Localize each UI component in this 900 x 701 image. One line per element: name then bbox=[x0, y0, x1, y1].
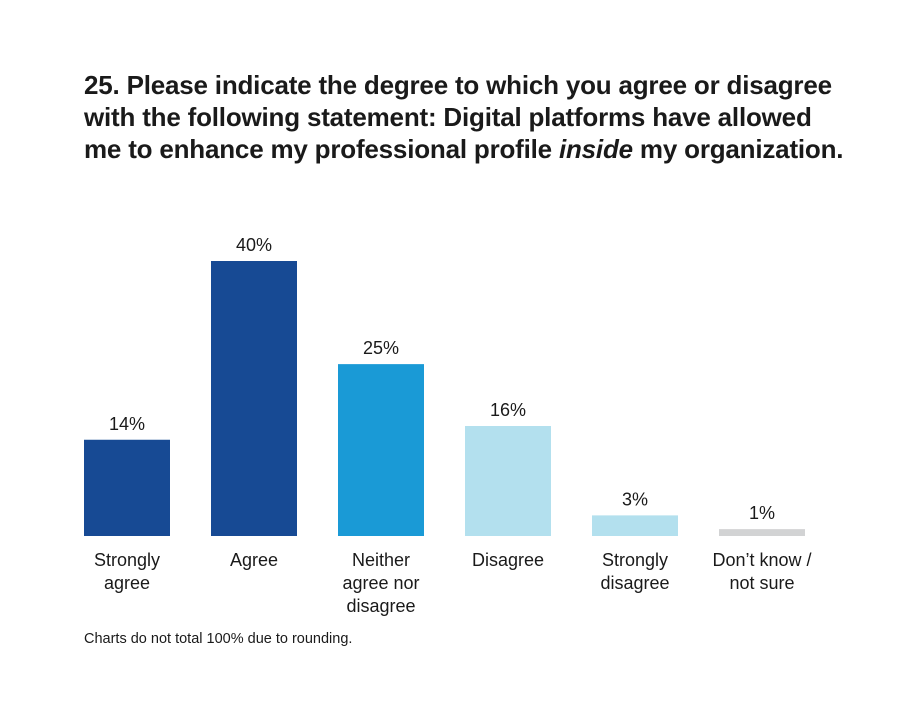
category-label-line: Neither bbox=[352, 550, 410, 570]
category-label-strongly-agree: Strongly agree bbox=[94, 550, 160, 593]
chart-title-text: 25. Please indicate the degree to which … bbox=[84, 70, 832, 164]
bar-neither-agree-nor-disagree bbox=[338, 364, 424, 536]
bar-disagree bbox=[465, 426, 551, 536]
bar-don-t-know-not-sure bbox=[719, 529, 805, 536]
value-label-disagree: 16% bbox=[490, 400, 526, 420]
value-label-strongly-disagree: 3% bbox=[622, 489, 648, 509]
bar-strongly-agree bbox=[84, 439, 170, 536]
category-label-line: not sure bbox=[729, 573, 794, 593]
category-label-neither-agree-nor-disagree: Neither agree nor disagree bbox=[342, 550, 419, 616]
category-label-line: Strongly bbox=[94, 550, 160, 570]
category-label-line: Disagree bbox=[472, 550, 544, 570]
category-label-disagree: Disagree bbox=[472, 550, 544, 570]
category-label-line: disagree bbox=[346, 596, 415, 616]
category-label-line: Don’t know / bbox=[712, 550, 811, 570]
category-label-line: Strongly bbox=[602, 550, 668, 570]
bar-agree bbox=[211, 261, 297, 536]
bar-strongly-disagree bbox=[592, 515, 678, 536]
category-label-line: disagree bbox=[600, 573, 669, 593]
category-label-line: agree bbox=[104, 573, 150, 593]
category-label-strongly-disagree: Strongly disagree bbox=[600, 550, 669, 593]
category-label-line: Agree bbox=[230, 550, 278, 570]
chart-title-emphasis: inside bbox=[558, 134, 633, 164]
category-label-line: agree nor bbox=[342, 573, 419, 593]
category-label-don-t-know-not-sure: Don’t know / not sure bbox=[712, 550, 811, 593]
value-label-neither-agree-nor-disagree: 25% bbox=[363, 338, 399, 358]
chart-title: 25. Please indicate the degree to which … bbox=[84, 69, 844, 165]
value-label-agree: 40% bbox=[236, 235, 272, 255]
category-label-agree: Agree bbox=[230, 550, 278, 570]
footnote: Charts do not total 100% due to rounding… bbox=[84, 631, 353, 647]
chart-title-text-end: my organization. bbox=[632, 134, 844, 164]
value-label-strongly-agree: 14% bbox=[109, 414, 145, 434]
value-label-don-t-know-not-sure: 1% bbox=[749, 503, 775, 523]
